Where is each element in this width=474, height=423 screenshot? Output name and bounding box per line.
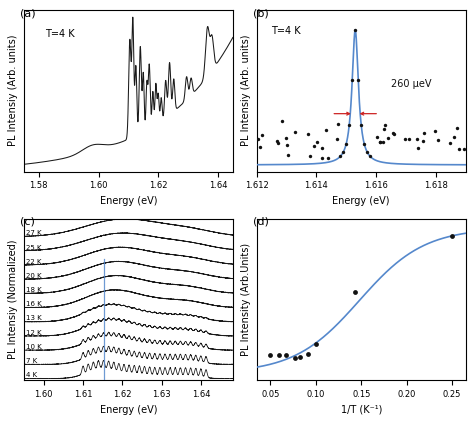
Point xyxy=(325,155,332,162)
Text: (a): (a) xyxy=(20,8,36,18)
Point xyxy=(334,136,341,143)
Point xyxy=(310,143,317,150)
Y-axis label: PL Intensiy (Normalized): PL Intensiy (Normalized) xyxy=(9,240,18,359)
Point xyxy=(343,140,350,147)
Point xyxy=(273,138,280,145)
Point xyxy=(304,351,311,357)
Text: 10 K: 10 K xyxy=(26,344,42,350)
Point xyxy=(460,146,468,152)
Point xyxy=(366,153,374,160)
Point xyxy=(376,138,383,145)
Point xyxy=(282,352,290,359)
Text: 13 K: 13 K xyxy=(26,316,42,321)
Point xyxy=(318,144,326,151)
Point xyxy=(266,352,274,359)
Text: (b): (b) xyxy=(253,8,268,18)
Point xyxy=(348,77,356,84)
Point xyxy=(318,155,325,162)
Point xyxy=(284,152,292,159)
Point xyxy=(254,135,261,142)
Text: 260 μeV: 260 μeV xyxy=(391,79,431,89)
Text: 25 K: 25 K xyxy=(26,244,41,250)
Point xyxy=(360,140,368,147)
Point xyxy=(291,355,299,362)
Point xyxy=(275,352,283,359)
Point xyxy=(357,121,365,128)
Point xyxy=(447,140,454,146)
X-axis label: 1/T (K⁻¹): 1/T (K⁻¹) xyxy=(340,405,382,415)
Point xyxy=(414,145,421,152)
Text: 4 K: 4 K xyxy=(26,372,37,378)
Point xyxy=(291,129,299,135)
Point xyxy=(419,137,427,144)
Text: (d): (d) xyxy=(253,217,268,227)
Point xyxy=(434,136,442,143)
Text: T=4 K: T=4 K xyxy=(45,29,74,39)
Y-axis label: PL Intensity (Arb.Units): PL Intensity (Arb.Units) xyxy=(241,243,251,356)
Point xyxy=(389,130,397,137)
Point xyxy=(376,138,384,145)
Text: 16 K: 16 K xyxy=(26,301,42,307)
Point xyxy=(334,121,342,128)
Point xyxy=(313,139,321,146)
Point xyxy=(421,129,428,136)
Point xyxy=(274,140,282,147)
Text: 22 K: 22 K xyxy=(26,259,41,265)
Text: T=4 K: T=4 K xyxy=(271,26,301,36)
Point xyxy=(258,132,265,138)
Point xyxy=(431,128,439,135)
X-axis label: Energy (eV): Energy (eV) xyxy=(332,196,390,206)
Text: (c): (c) xyxy=(20,217,35,227)
Point xyxy=(351,289,359,296)
Point xyxy=(297,354,304,360)
Point xyxy=(339,148,347,155)
Point xyxy=(364,148,371,155)
Point xyxy=(374,133,381,140)
Point xyxy=(256,144,264,151)
Text: 12 K: 12 K xyxy=(26,330,42,336)
Point xyxy=(448,233,456,239)
Point xyxy=(304,131,311,138)
Point xyxy=(380,139,387,146)
Point xyxy=(380,126,388,133)
X-axis label: Energy (eV): Energy (eV) xyxy=(100,405,157,415)
X-axis label: Energy (eV): Energy (eV) xyxy=(100,196,157,206)
Point xyxy=(322,126,329,133)
Point xyxy=(355,77,362,84)
Point xyxy=(337,153,344,160)
Text: 20 K: 20 K xyxy=(26,273,42,279)
Point xyxy=(401,135,409,142)
Point xyxy=(413,135,421,142)
Point xyxy=(450,134,457,140)
Y-axis label: PL Intensiy (Arb. units): PL Intensiy (Arb. units) xyxy=(9,35,18,146)
Text: 18 K: 18 K xyxy=(26,287,42,293)
Point xyxy=(405,135,413,142)
Text: 7 K: 7 K xyxy=(26,358,37,364)
Point xyxy=(454,125,461,132)
Point xyxy=(283,142,291,148)
Point xyxy=(381,121,388,128)
Point xyxy=(307,153,314,160)
Point xyxy=(312,340,319,347)
Y-axis label: PL Intensiy (Arb. units): PL Intensiy (Arb. units) xyxy=(241,35,251,146)
Point xyxy=(346,121,353,128)
Point xyxy=(282,135,290,142)
Text: 27 K: 27 K xyxy=(26,231,42,236)
Point xyxy=(390,131,397,138)
Point xyxy=(455,145,463,152)
Point xyxy=(351,27,359,33)
Point xyxy=(384,135,392,141)
Point xyxy=(278,118,285,125)
